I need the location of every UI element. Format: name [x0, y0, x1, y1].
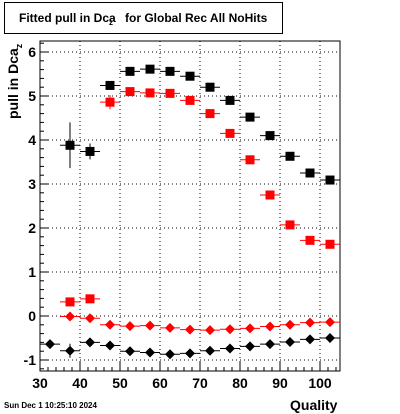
y-tick-label: 4: [28, 132, 36, 148]
y-tick-label: 3: [28, 176, 36, 192]
data-point-diamond: [165, 322, 175, 333]
title-box: Fitted pull in Dca z for Global Rec All …: [4, 2, 283, 34]
data-point-diamond: [85, 313, 95, 324]
data-point-diamond: [65, 345, 75, 356]
data-point-square: [105, 97, 115, 107]
data-point-diamond: [325, 317, 335, 328]
data-point-square: [205, 109, 215, 119]
data-point-diamond: [285, 336, 295, 347]
x-tick-label: 30: [32, 375, 48, 391]
data-point-square: [85, 294, 95, 304]
y-tick-label: -1: [24, 352, 37, 368]
data-point-square: [145, 64, 155, 74]
data-point-diamond: [145, 320, 155, 331]
data-point-square: [125, 87, 135, 97]
data-point-square: [225, 95, 235, 105]
data-point-diamond: [265, 339, 275, 350]
x-axis-label: Quality: [290, 397, 338, 413]
data-point-diamond: [205, 345, 215, 356]
data-point-diamond: [225, 343, 235, 354]
data-point-diamond: [65, 311, 75, 322]
data-point-diamond: [125, 321, 135, 332]
data-point-square: [325, 239, 335, 249]
data-point-square: [225, 128, 235, 138]
data-point-square: [265, 131, 275, 141]
data-point-square: [165, 66, 175, 76]
data-point-diamond: [165, 349, 175, 360]
data-point-diamond: [305, 317, 315, 328]
data-point-diamond: [105, 340, 115, 351]
y-tick-label: 0: [28, 308, 36, 324]
data-point-square: [65, 140, 75, 150]
data-point-square: [125, 66, 135, 76]
x-tick-label: 90: [272, 375, 288, 391]
data-point-diamond: [265, 321, 275, 332]
data-point-diamond: [45, 339, 55, 350]
data-point-diamond: [145, 347, 155, 358]
x-tick-label: 100: [308, 375, 332, 391]
data-point-diamond: [325, 333, 335, 343]
x-tick-label: 40: [72, 375, 88, 391]
data-point-diamond: [185, 348, 195, 359]
data-point-square: [325, 175, 335, 185]
data-point-square: [245, 112, 255, 122]
y-tick-label: 5: [28, 88, 36, 104]
x-tick-label: 80: [232, 375, 248, 391]
data-point-square: [65, 297, 75, 307]
data-point-diamond: [85, 337, 95, 348]
x-tick-label: 70: [192, 375, 208, 391]
data-point-square: [145, 88, 155, 98]
x-tick-label: 60: [152, 375, 168, 391]
data-point-square: [105, 80, 115, 90]
data-point-diamond: [205, 325, 215, 336]
data-point-square: [85, 146, 95, 156]
data-point-diamond: [225, 324, 235, 335]
data-point-diamond: [245, 323, 255, 334]
data-point-square: [285, 220, 295, 230]
timestamp-footer: Sun Dec 1 10:25:10 2024: [4, 401, 97, 410]
data-point-diamond: [185, 324, 195, 335]
chart-title-rest: for Global Rec All NoHits: [125, 11, 268, 25]
chart-title-subscript: z: [109, 18, 113, 27]
data-point-diamond: [125, 346, 135, 357]
data-point-square: [205, 82, 215, 92]
data-point-square: [165, 88, 175, 98]
data-point-diamond: [285, 319, 295, 330]
x-tick-label: 50: [112, 375, 128, 391]
data-point-diamond: [105, 319, 115, 330]
y-tick-label: 2: [28, 220, 36, 236]
y-tick-label: 6: [28, 44, 36, 60]
chart-title: Fitted pull in Dca: [19, 11, 116, 25]
data-point-diamond: [305, 334, 315, 345]
data-point-diamond: [245, 341, 255, 352]
data-point-square: [245, 155, 255, 165]
data-point-square: [185, 71, 195, 81]
data-point-square: [285, 151, 295, 161]
data-point-square: [305, 168, 315, 178]
plot-frame: [39, 40, 341, 372]
data-point-square: [185, 95, 195, 105]
data-point-square: [265, 190, 275, 200]
data-point-square: [305, 235, 315, 245]
y-tick-label: 1: [28, 264, 36, 280]
